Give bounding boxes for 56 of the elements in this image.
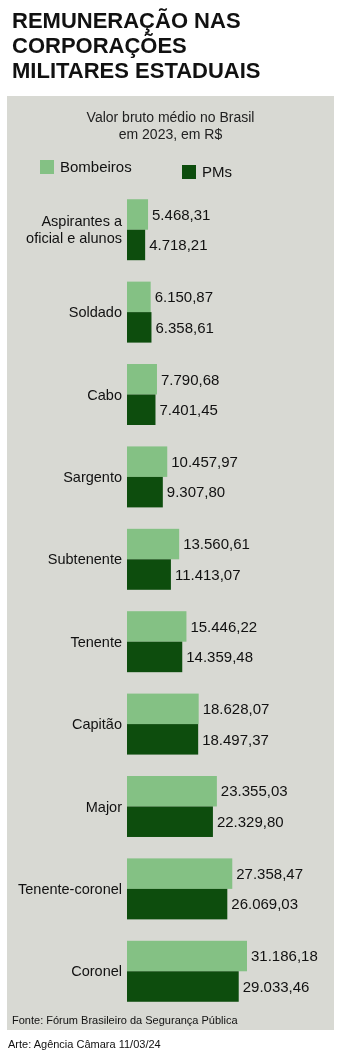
data-label: 15.446,22	[190, 617, 258, 635]
data-label: 31.186,18	[251, 947, 318, 965]
chart-title: REMUNERAÇÃO NAS CORPORAÇÕES MILITARES ESTADUAIS	[12, 8, 261, 83]
y-tick-label: Aspirantes a oficial e alunos	[26, 213, 123, 247]
y-tick-label: Tenente-coronel	[18, 880, 122, 897]
bar	[127, 888, 228, 920]
y-tick-label: Soldado	[68, 304, 122, 321]
bar	[127, 528, 180, 560]
data-label: 10.457,97	[171, 452, 238, 470]
bar	[127, 281, 151, 313]
bar	[127, 806, 213, 837]
text: Arte: Agência Câmara 11/03/24	[8, 1038, 161, 1050]
bar	[127, 776, 217, 807]
y-tick-label: Capitão	[72, 716, 122, 733]
data-label: 13.560,61	[183, 535, 250, 553]
data-label: 23.355,03	[220, 782, 288, 800]
data-label: 27.358,47	[236, 864, 304, 882]
data-label: 6.150,87	[154, 288, 214, 306]
bar	[127, 364, 157, 395]
y-tick-label: Subtenente	[47, 551, 122, 568]
bar	[127, 724, 199, 755]
data-label: 14.359,48	[186, 648, 253, 666]
data-label: 5.468,31	[152, 205, 211, 223]
y-tick-label: Tenente	[70, 633, 122, 650]
bar	[127, 611, 187, 642]
bar	[127, 199, 149, 230]
bar	[127, 559, 171, 590]
data-label: 18.497,37	[202, 730, 269, 748]
data-label: 22.329,80	[216, 812, 284, 830]
data-label: 18.628,07	[202, 700, 270, 718]
bar	[127, 858, 233, 889]
data-label: 11.413,07	[174, 565, 241, 583]
data-label: 7.401,45	[159, 401, 218, 419]
data-label: 7.790,68	[160, 370, 220, 388]
bar	[127, 394, 156, 425]
bar	[127, 971, 239, 1002]
data-label: 9.307,80	[166, 483, 226, 501]
legend-label: PMs	[202, 163, 232, 180]
y-tick-label: Major	[85, 798, 123, 815]
data-label: 26.069,03	[231, 895, 299, 913]
bar	[127, 229, 146, 261]
legend-label: Bombeiros	[60, 158, 132, 175]
y-tick-label: Sargento	[63, 468, 122, 485]
bar	[127, 476, 163, 508]
data-label: 4.718,21	[149, 236, 208, 254]
source-note: Fonte: Fórum Brasileiro da Segurança Pública	[12, 1014, 239, 1026]
y-tick-label: Coronel	[71, 963, 122, 980]
bar	[127, 940, 247, 972]
y-tick-label: Cabo	[87, 386, 122, 403]
bar	[127, 312, 152, 343]
bar	[127, 641, 183, 673]
data-label: 29.033,46	[242, 977, 310, 995]
bar	[127, 693, 199, 725]
chart-subtitle: Valor bruto médio no Brasil em 2023, em R$	[86, 109, 255, 142]
bar	[127, 446, 168, 477]
data-label: 6.358,61	[155, 318, 214, 336]
